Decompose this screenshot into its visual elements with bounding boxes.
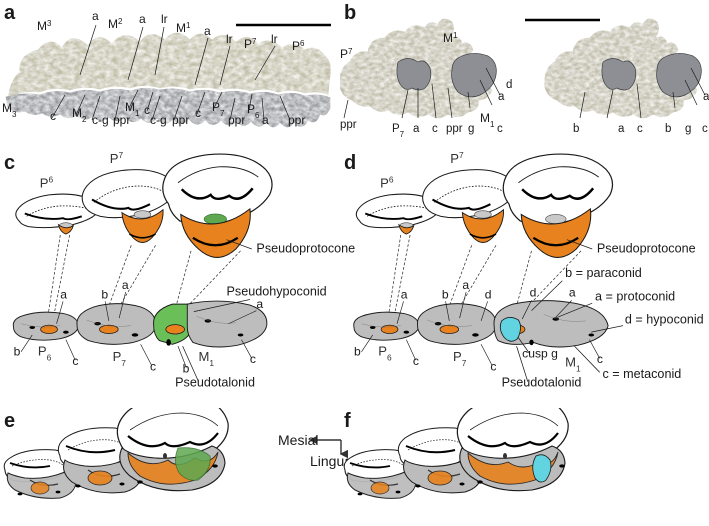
svg-text:b = paraconid: b = paraconid [565, 266, 642, 280]
svg-text:a: a [60, 288, 67, 302]
svg-text:a: a [462, 278, 469, 292]
svg-text:P6: P6 [380, 174, 394, 190]
svg-text:a: a [139, 12, 146, 26]
svg-text:Pseudoprotocone: Pseudoprotocone [597, 242, 696, 256]
svg-text:g: g [685, 123, 691, 135]
svg-text:b: b [573, 123, 579, 135]
svg-text:M1: M1 [544, 150, 560, 151]
svg-text:c = metaconid: c = metaconid [602, 367, 681, 381]
svg-text:c-g: c-g [92, 113, 109, 127]
svg-text:lr: lr [161, 12, 168, 26]
svg-text:ppr: ppr [172, 113, 189, 127]
svg-text:M1: M1 [176, 21, 191, 36]
svg-text:P7: P7 [110, 150, 124, 166]
svg-text:a: a [401, 288, 408, 302]
svg-text:d = hypoconid: d = hypoconid [625, 313, 704, 327]
svg-text:M1: M1 [565, 355, 581, 374]
svg-text:d: d [506, 79, 512, 91]
svg-text:P6: P6 [38, 343, 52, 362]
svg-text:b: b [665, 123, 671, 135]
svg-text:b: b [101, 288, 108, 302]
svg-text:Mesial: Mesial [278, 432, 318, 448]
svg-text:lr: lr [226, 32, 233, 46]
svg-text:M1: M1 [203, 150, 219, 151]
svg-text:Pseudotalonid: Pseudotalonid [502, 375, 582, 389]
svg-text:b: b [354, 344, 361, 358]
svg-text:b: b [14, 344, 21, 358]
svg-text:a: a [122, 278, 129, 292]
svg-text:c-g: c-g [150, 113, 167, 127]
svg-text:c: c [490, 359, 496, 373]
svg-text:P7: P7 [392, 123, 405, 139]
svg-text:b: b [183, 361, 190, 375]
svg-text:ppr: ppr [228, 113, 245, 127]
svg-text:c: c [195, 106, 201, 120]
svg-text:P7: P7 [450, 150, 464, 166]
svg-text:a: a [256, 297, 263, 311]
svg-text:a: a [413, 123, 420, 135]
svg-text:ppr: ppr [340, 119, 357, 131]
svg-text:d: d [485, 288, 492, 302]
svg-text:P7: P7 [113, 349, 127, 368]
svg-text:c: c [497, 123, 503, 135]
svg-text:ppr: ppr [113, 113, 130, 127]
svg-text:a: a [569, 286, 576, 300]
svg-text:P6: P6 [378, 343, 392, 362]
svg-text:M1: M1 [199, 349, 215, 368]
svg-text:c: c [50, 109, 56, 123]
svg-text:M3: M3 [37, 19, 52, 34]
svg-text:cusp g: cusp g [522, 346, 558, 360]
svg-text:c: c [250, 352, 256, 366]
svg-text:b: b [442, 288, 449, 302]
svg-text:c: c [432, 123, 438, 135]
svg-text:ppr: ppr [446, 123, 463, 135]
svg-text:c: c [702, 123, 708, 135]
svg-text:P7: P7 [453, 349, 467, 368]
svg-text:M1: M1 [480, 111, 495, 129]
svg-text:ppr: ppr [288, 113, 305, 127]
svg-text:a = protoconid: a = protoconid [595, 289, 675, 303]
svg-text:a: a [262, 113, 269, 127]
svg-text:c: c [637, 123, 643, 135]
svg-text:a: a [618, 123, 625, 135]
svg-text:P7: P7 [340, 47, 353, 62]
svg-text:M2: M2 [108, 17, 123, 32]
svg-text:c: c [150, 359, 156, 373]
svg-text:d: d [530, 286, 537, 300]
svg-text:Pseudohypoconid: Pseudohypoconid [227, 285, 327, 299]
svg-text:a: a [703, 91, 709, 103]
svg-text:a: a [204, 24, 211, 38]
svg-text:g: g [468, 123, 474, 135]
svg-text:Pseudotalonid: Pseudotalonid [175, 375, 255, 389]
svg-text:a: a [92, 9, 99, 23]
svg-text:lr: lr [271, 32, 278, 46]
svg-text:a: a [498, 91, 505, 103]
svg-text:c: c [597, 352, 603, 366]
svg-text:P6: P6 [40, 174, 54, 190]
